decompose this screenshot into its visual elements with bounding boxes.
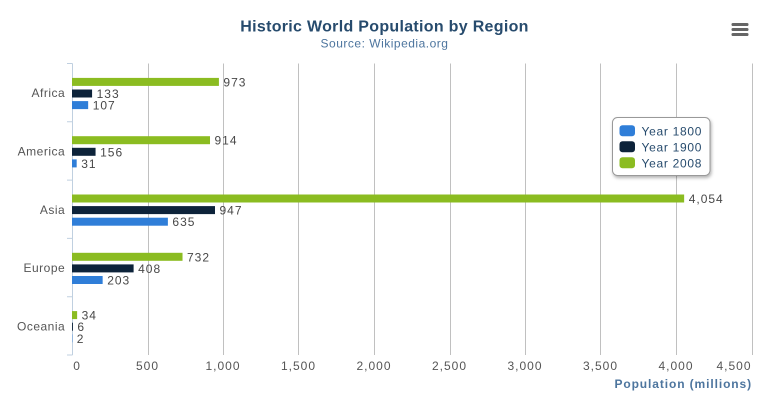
svg-text:4,500: 4,500	[716, 359, 751, 373]
svg-text:1,000: 1,000	[205, 359, 240, 373]
svg-text:America: America	[18, 144, 66, 158]
svg-text:914: 914	[215, 134, 238, 148]
svg-text:107: 107	[93, 99, 116, 113]
svg-text:31: 31	[81, 157, 96, 171]
svg-text:Population (millions): Population (millions)	[614, 377, 752, 391]
svg-text:Asia: Asia	[40, 203, 65, 217]
svg-text:947: 947	[220, 204, 243, 218]
svg-text:2: 2	[77, 332, 85, 346]
svg-text:2,500: 2,500	[432, 359, 467, 373]
svg-text:34: 34	[82, 309, 97, 323]
svg-text:Africa: Africa	[32, 86, 66, 100]
svg-text:0: 0	[73, 359, 81, 373]
svg-text:3,500: 3,500	[583, 359, 618, 373]
svg-text:500: 500	[136, 359, 159, 373]
svg-text:Source: Wikipedia.org: Source: Wikipedia.org	[321, 37, 449, 51]
svg-text:408: 408	[138, 262, 161, 276]
svg-text:Oceania: Oceania	[17, 319, 65, 333]
svg-text:4,054: 4,054	[689, 192, 724, 206]
svg-text:203: 203	[107, 274, 130, 288]
svg-text:4,000: 4,000	[658, 359, 693, 373]
svg-text:973: 973	[223, 75, 246, 89]
svg-text:635: 635	[172, 215, 195, 229]
svg-text:Historic World Population by R: Historic World Population by Region	[240, 19, 528, 36]
svg-text:Year 2008: Year 2008	[642, 156, 703, 170]
svg-text:Europe: Europe	[23, 261, 65, 275]
svg-text:1,500: 1,500	[281, 359, 316, 373]
svg-text:6: 6	[77, 320, 85, 334]
svg-text:133: 133	[97, 87, 120, 101]
svg-text:Year 1900: Year 1900	[642, 140, 703, 154]
svg-text:Year 1800: Year 1800	[642, 124, 703, 138]
svg-text:156: 156	[100, 145, 123, 159]
svg-text:2,000: 2,000	[356, 359, 391, 373]
svg-text:732: 732	[187, 250, 210, 264]
svg-text:3,000: 3,000	[507, 359, 542, 373]
